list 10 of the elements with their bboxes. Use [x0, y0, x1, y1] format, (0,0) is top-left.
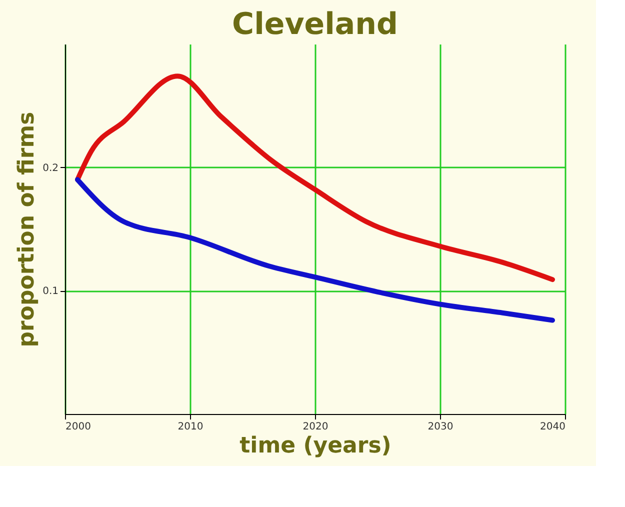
chart-title: Cleveland — [232, 7, 398, 42]
x-tick-label: 2000 — [66, 422, 91, 432]
y-tick-label: 0.2 — [42, 162, 58, 174]
y-tick-label: 0.1 — [42, 286, 58, 298]
x-axis-title: time (years) — [240, 434, 392, 458]
x-tick-label: 2040 — [540, 422, 566, 432]
x-tick-label: 2010 — [178, 422, 204, 432]
x-tick-label: 2020 — [302, 422, 328, 432]
x-tick-label: 2030 — [428, 422, 454, 432]
y-axis-title: proportion of firms — [14, 112, 40, 348]
